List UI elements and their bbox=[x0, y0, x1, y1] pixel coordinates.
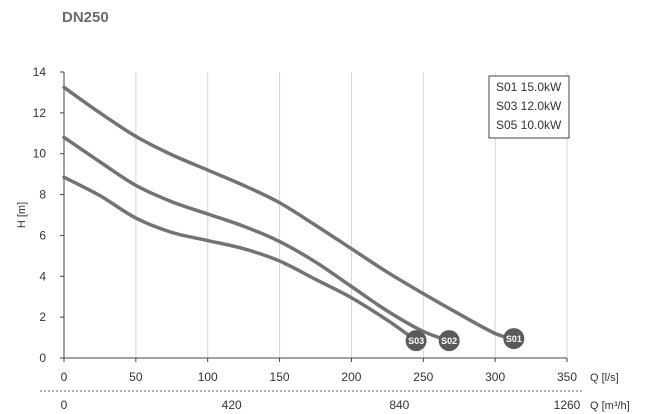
legend-entry-0: S01 15.0kW bbox=[496, 80, 562, 94]
legend-box bbox=[488, 75, 570, 139]
marker-s03: S03 bbox=[405, 330, 427, 352]
marker-s02: S02 bbox=[438, 330, 460, 352]
marker-circle-s03 bbox=[405, 330, 427, 352]
curve-markers: S01 S02 S03 bbox=[405, 328, 525, 352]
x-tick-label-100: 100 bbox=[198, 370, 218, 384]
curve-s03 bbox=[62, 175, 418, 343]
x-axis-label: Q [l/s] bbox=[590, 372, 619, 384]
y-tick-label-4: 4 bbox=[39, 269, 46, 283]
x-tick-label-150: 150 bbox=[270, 370, 290, 384]
legend: S01 15.0kW S03 12.0kW S05 10.0kW bbox=[488, 75, 570, 139]
x2-tick-label-420: 420 bbox=[222, 398, 242, 412]
x-tick-label-200: 200 bbox=[341, 370, 361, 384]
x-tick-label-350: 350 bbox=[557, 370, 577, 384]
legend-entry-1: S03 12.0kW bbox=[496, 99, 562, 113]
curves bbox=[62, 85, 516, 343]
x2-tick-label-840: 840 bbox=[389, 398, 409, 412]
y-axis-label: H [m] bbox=[16, 202, 28, 228]
x-tick-label-0: 0 bbox=[61, 370, 68, 384]
chart-title: DN250 bbox=[62, 9, 109, 26]
marker-label-s02: S02 bbox=[441, 336, 457, 346]
axes: 0 2 4 6 8 10 12 14 0 50 100 150 200 250 300 350 0 420 840 1… bbox=[33, 65, 582, 412]
y-tick-label-12: 12 bbox=[33, 106, 47, 120]
x-tick-label-50: 50 bbox=[129, 370, 143, 384]
x2-tick-label-0: 0 bbox=[61, 398, 68, 412]
y-tick-label-14: 14 bbox=[33, 65, 47, 79]
marker-circle-s02 bbox=[438, 330, 460, 352]
y-tick-label-0: 0 bbox=[39, 351, 46, 365]
marker-label-s01: S01 bbox=[506, 334, 522, 344]
secondary-x-axis-label: Q [m³/h] bbox=[590, 400, 630, 412]
y-tick-label-8: 8 bbox=[39, 188, 46, 202]
y-tick-label-10: 10 bbox=[33, 147, 47, 161]
curve-s02 bbox=[62, 135, 451, 343]
marker-label-s03: S03 bbox=[408, 336, 424, 346]
y-tick-label-6: 6 bbox=[39, 228, 46, 242]
x-tick-label-300: 300 bbox=[485, 370, 505, 384]
legend-entry-2: S05 10.0kW bbox=[496, 118, 562, 132]
curve-s01 bbox=[62, 85, 516, 341]
marker-s01: S01 bbox=[503, 328, 525, 350]
marker-circle-s01 bbox=[503, 328, 525, 350]
x2-tick-label-1260: 1260 bbox=[554, 398, 581, 412]
y-tick-label-2: 2 bbox=[39, 310, 46, 324]
x-tick-label-250: 250 bbox=[413, 370, 433, 384]
